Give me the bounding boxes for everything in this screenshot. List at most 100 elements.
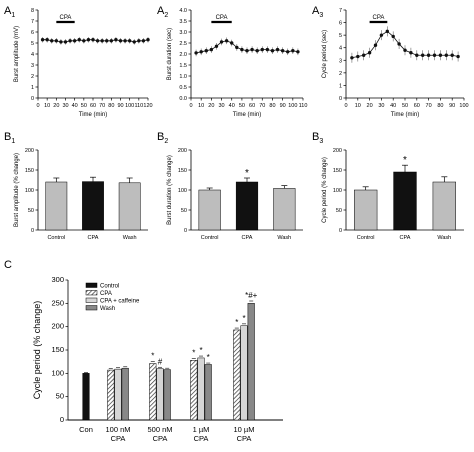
x-tick-label: 0 (344, 103, 347, 109)
y-tick-label: 50 (56, 392, 64, 401)
legend-label: Wash (100, 306, 115, 312)
x-tick-label: 80 (269, 103, 275, 109)
data-point (50, 39, 54, 43)
category-label: Control (47, 235, 65, 241)
bar (198, 189, 221, 231)
data-point (265, 47, 270, 52)
data-point (114, 38, 118, 42)
x-tick-label: 80 (108, 103, 114, 109)
data-point (45, 38, 49, 42)
bar (273, 188, 296, 231)
data-point (137, 39, 141, 43)
data-point (132, 40, 136, 44)
data-point (385, 29, 389, 34)
data-point (68, 39, 72, 43)
x-tick-label: 30 (62, 103, 68, 109)
y-tick-label: 1 (339, 83, 342, 89)
data-point (286, 50, 290, 54)
y-tick-label: 1.5 (179, 63, 187, 69)
x-tick-label: 10 (355, 103, 361, 109)
data-point (127, 39, 132, 43)
x-tick-label: 80 (437, 103, 443, 109)
data-point (432, 53, 437, 57)
data-point (421, 53, 425, 57)
y-tick-label: 2.5 (179, 41, 187, 47)
y-tick-label: 200 (178, 148, 187, 154)
data-point (426, 53, 431, 57)
y-tick-label: 4 (31, 52, 34, 58)
y-tick-label: 5 (339, 33, 342, 39)
bar (45, 181, 68, 231)
y-tick-label: 150 (25, 168, 34, 174)
data-point (356, 54, 360, 59)
y-tick-label: 7 (31, 19, 34, 25)
category-label: CPA (400, 235, 411, 241)
group-label-sub: CPA (237, 434, 252, 443)
significance-mark: * (207, 353, 210, 362)
group-label-sub: CPA (153, 434, 168, 443)
significance-mark: * (403, 155, 407, 166)
category-label: Control (357, 235, 375, 241)
y-axis-title: Burst duration (% change) (167, 155, 173, 225)
significance-mark: * (199, 346, 202, 355)
panel-label-c: C (4, 259, 12, 271)
panel-label-a2: A2 (157, 5, 168, 19)
group-label: 1 µM (193, 425, 210, 434)
y-tick-label: 6 (339, 21, 342, 27)
x-tick-label: 10 (44, 103, 50, 109)
x-axis-title: Time (min) (391, 112, 419, 118)
bar (354, 189, 378, 231)
bar (247, 303, 255, 421)
group-label: Con (79, 425, 93, 434)
panel-label-a3: A3 (312, 5, 323, 19)
x-tick-label: 50 (81, 103, 87, 109)
y-tick-label: 5 (31, 41, 34, 47)
y-tick-label: 200 (333, 148, 342, 154)
y-tick-label: 150 (178, 168, 187, 174)
legend-label: CPA (100, 291, 112, 297)
bar (118, 182, 141, 231)
data-point (204, 49, 208, 53)
data-point (403, 48, 407, 52)
legend-label: CPA + caffeine (100, 298, 140, 304)
x-tick-label: 60 (90, 103, 96, 109)
bar (82, 373, 90, 421)
data-point (209, 47, 214, 52)
significance-mark: * (192, 348, 195, 357)
chart-a3-cycle-period: 0 1 2 3 4 5 6 7 Cycle period (sec) 0 10 20 30 40 50 60 7… (322, 8, 469, 118)
x-tick-label: 120 (143, 103, 152, 109)
group-label: 10 µM (234, 425, 255, 434)
bar (156, 368, 164, 421)
chart-b2-burst-duration-change: 0 50 100 150 200 Burst duration (% change) Con… (167, 148, 303, 241)
y-tick-label: 6 (31, 30, 34, 36)
data-point (77, 38, 81, 42)
y-tick-label: 8 (31, 8, 34, 14)
y-tick-label: 0 (184, 228, 187, 234)
data-point (270, 49, 275, 53)
data-point (123, 39, 127, 43)
data-point (456, 54, 460, 59)
bar (163, 369, 171, 421)
x-axis-title: Time (min) (79, 112, 107, 118)
data-point (146, 38, 150, 42)
y-tick-label: 200 (51, 322, 64, 331)
data-point (230, 41, 234, 45)
legend-swatch (85, 282, 98, 288)
x-tick-label: 30 (218, 103, 224, 109)
significance-mark: # (158, 357, 163, 366)
x-tick-label: 50 (402, 103, 408, 109)
data-point (444, 53, 448, 57)
data-point (95, 39, 100, 43)
data-point (72, 39, 77, 43)
y-tick-label: 0 (339, 96, 342, 102)
y-tick-label: 0.0 (179, 96, 187, 102)
y-tick-label: 7 (339, 8, 342, 14)
y-tick-label: 200 (25, 148, 34, 154)
data-point (379, 33, 384, 37)
x-tick-label: 20 (53, 103, 59, 109)
y-axis-title: Cycle period (% change) (322, 157, 328, 223)
x-tick-label: 50 (239, 103, 245, 109)
group-label-sub: CPA (111, 434, 126, 443)
chart-c-cycle-period-dose: 0 50 100 150 200 250 300 Cycle period (% change… (32, 275, 283, 443)
legend-swatch (85, 305, 98, 311)
